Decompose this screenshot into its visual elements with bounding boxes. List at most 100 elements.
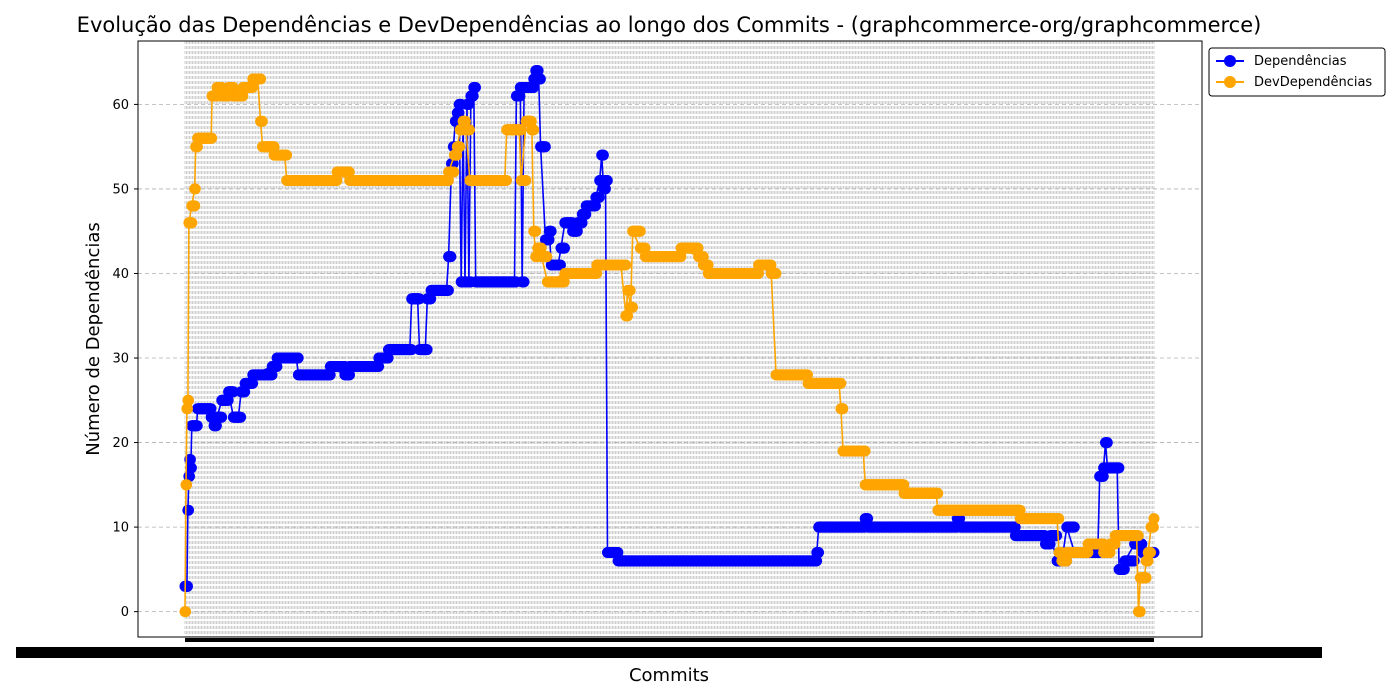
data-point [535,242,547,254]
x-tick-labels [16,647,1322,658]
data-point [528,124,540,136]
data-point [454,141,466,153]
data-point [593,191,605,203]
data-point [811,555,823,567]
x-gridline-bundle [184,41,1155,637]
data-point [1132,530,1144,542]
plot-area [137,40,1203,638]
y-gridlines [138,104,1202,613]
data-point [271,361,283,372]
data-point [1101,437,1113,449]
data-point [541,251,553,263]
data-point [459,115,471,127]
data-point [624,284,636,296]
data-point [1053,513,1065,525]
data-point [591,268,603,279]
data-point [227,386,239,398]
data-point [520,175,532,186]
data-point [622,310,634,322]
data-point [601,175,613,186]
x-axis [16,638,1322,658]
data-point [445,251,457,263]
legend-label-devdependencias: DevDependências [1254,75,1372,90]
x-tick-marks [185,638,1154,642]
data-point [576,217,588,229]
data-point [246,82,258,93]
data-point [675,251,687,263]
data-point [247,377,259,389]
data-point [525,115,537,127]
data-point [859,445,871,457]
legend: Dependências DevDependências [1208,47,1386,97]
y-tick-label: 10 [112,521,129,536]
data-point [770,268,782,279]
data-point [1104,547,1116,558]
data-point [639,242,651,254]
data-point [216,411,228,423]
data-point [1147,521,1159,533]
data-point [532,65,544,77]
data-point [702,259,714,271]
data-point [191,141,203,153]
data-point [181,479,193,491]
legend-label-dependencias: Dependências [1254,54,1347,69]
data-point [268,141,280,153]
data-point [206,132,218,144]
chart-title: Evolução das Dependências e DevDependênc… [77,13,1262,37]
data-point [1136,538,1148,550]
data-point [205,403,217,415]
x-tick-hatch [184,41,1155,637]
data-point [590,200,601,212]
legend-box [1208,47,1386,97]
data-point [612,547,624,558]
data-point [331,175,343,186]
data-point [501,175,512,186]
y-tick-label: 40 [112,267,129,282]
data-point [183,394,194,406]
series-group [179,65,1160,618]
x-axis-label: Commits [629,665,709,686]
data-point [802,369,813,381]
data-point [530,225,542,237]
data-point [442,284,454,296]
data-point [467,90,479,102]
data-point [1113,462,1125,474]
data-point [514,90,526,102]
data-point [256,115,268,127]
data-point [470,82,481,93]
data-point [292,352,304,364]
data-point [222,394,234,406]
y-tick-label: 30 [112,352,129,367]
data-point [186,217,198,229]
data-point [373,361,385,372]
data-point [835,377,847,389]
data-point [599,183,611,195]
data-point [1051,530,1063,542]
y-tick-label: 20 [112,436,129,451]
series-devdependencias [179,73,1160,618]
data-point [182,580,193,592]
data-point [1145,547,1156,558]
data-point [620,259,632,271]
data-point [813,547,824,558]
data-point [1061,555,1073,567]
data-point [1097,470,1109,482]
data-point [425,293,437,305]
data-point [559,242,570,254]
data-point [627,301,638,313]
data-point [1009,521,1021,533]
y-axis: 0 10 20 30 40 50 60 [112,98,138,620]
data-point [954,513,966,525]
data-point [1142,555,1154,567]
data-point [1148,513,1160,525]
data-point [189,183,201,195]
y-tick-label: 50 [112,182,129,197]
data-point [634,225,646,237]
data-point [324,369,336,381]
data-point [1134,606,1146,618]
plot-frame [137,40,1203,638]
data-point [184,454,196,465]
data-point [406,344,418,356]
data-point [697,251,709,263]
